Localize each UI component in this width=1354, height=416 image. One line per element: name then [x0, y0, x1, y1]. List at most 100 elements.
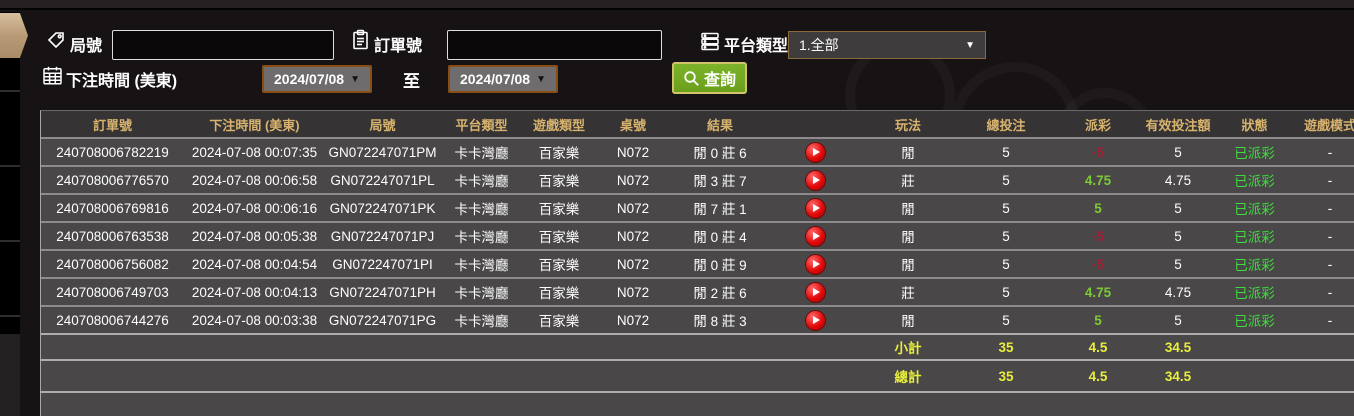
chevron-down-icon: ▼: [350, 73, 360, 85]
cell-platform: 卡卡灣廳: [454, 286, 509, 301]
date-to-picker[interactable]: 2024/07/08 ▼: [448, 65, 558, 93]
cell-payout: 4.75: [1084, 284, 1112, 300]
cell-valid: 5: [1174, 144, 1182, 160]
platform-type-label: 平台類型: [724, 38, 789, 55]
column-header: 遊戲模式: [1303, 117, 1354, 133]
round-number-input[interactable]: [112, 30, 334, 60]
cell-order: 240708006744276: [56, 312, 169, 328]
cell-platform: 卡卡灣廳: [454, 202, 509, 217]
sidebar-toggle-handle[interactable]: [0, 13, 28, 58]
cell-time: 2024-07-08 00:07:35: [191, 144, 318, 160]
cell-payout: -5: [1091, 256, 1104, 272]
cell-status: 已派彩: [1234, 202, 1275, 217]
cell-result: 閒 0 莊 9: [693, 258, 747, 273]
play-video-button[interactable]: [805, 254, 825, 274]
cell-order: 240708006769816: [56, 200, 169, 216]
cell-game: 百家樂: [538, 146, 580, 161]
cell-bet: 莊: [901, 174, 915, 189]
cell-round: GN072247071PI: [332, 256, 433, 272]
top-bar: [0, 0, 1354, 10]
play-video-button[interactable]: [805, 282, 825, 302]
cell-total: 5: [1002, 284, 1010, 300]
cell-game: 百家樂: [538, 286, 580, 301]
cell-bet: 閒: [901, 314, 915, 329]
cell-result: 閒 2 莊 6: [693, 286, 747, 301]
cell-status: 已派彩: [1234, 258, 1275, 273]
collapsed-sidebar-strip: [0, 12, 20, 416]
search-button[interactable]: 查詢: [672, 62, 748, 94]
table-row: 240708006776570 2024-07-08 00:06:58 GN0722…: [41, 165, 1354, 193]
table-row: 240708006756082 2024-07-08 00:04:54 GN0722…: [41, 249, 1354, 277]
cell-game: 百家樂: [538, 258, 580, 273]
cell-bet: 閒: [901, 230, 915, 245]
cell-play: [769, 167, 861, 193]
subtotal-row-cell: [769, 335, 861, 359]
grand-total-row: 總計 35 4.5 34.5: [41, 359, 1354, 391]
cell-round: GN072247071PK: [329, 200, 436, 216]
clipboard-icon: [350, 29, 371, 56]
cell-platform: 卡卡灣廳: [454, 314, 509, 329]
date-from-picker[interactable]: 2024/07/08 ▼: [262, 65, 372, 93]
table-header-row: 訂單號 下注時間 (美東) 局號 平台類型 遊戲類型 桌號 結果 玩法 總投注 派彩 有效投注額 狀態…: [41, 111, 1354, 137]
play-triangle-icon: [812, 316, 820, 324]
cell-payout: -5: [1091, 144, 1104, 160]
date-range-to-label: 至: [403, 72, 420, 91]
cell-tableno: N072: [616, 228, 650, 244]
cell-time: 2024-07-08 00:05:38: [191, 228, 318, 244]
table-body: 240708006782219 2024-07-08 00:07:35 GN0722…: [41, 137, 1354, 416]
column-header: 訂單號: [92, 117, 132, 133]
cell-mode: -: [1327, 144, 1333, 160]
cell-bet: 莊: [901, 286, 915, 301]
subtotal-row-cell: [325, 335, 440, 359]
cell-time: 2024-07-08 00:06:58: [191, 172, 318, 188]
cell-tableno: N072: [616, 256, 650, 272]
order-number-input[interactable]: [447, 30, 662, 60]
cell-round: GN072247071PG: [328, 312, 437, 328]
play-triangle-icon: [812, 148, 820, 156]
cell-valid: 4.75: [1164, 284, 1192, 300]
cell-play: [769, 307, 861, 333]
cell-tableno: N072: [616, 144, 650, 160]
cell-mode: -: [1327, 284, 1333, 300]
cell-order: 240708006782219: [56, 144, 169, 160]
grand-total-row-cell: 總計: [894, 370, 922, 385]
sidebar-bottom-block: [0, 334, 20, 416]
date-from-value: 2024/07/08: [274, 71, 345, 87]
table-row: 240708006782219 2024-07-08 00:07:35 GN0722…: [41, 137, 1354, 165]
column-header: 結果: [706, 117, 733, 133]
play-video-button[interactable]: [805, 170, 825, 190]
tag-icon: [46, 30, 66, 55]
column-header: 狀態: [1241, 117, 1268, 133]
table-row: 240708006749703 2024-07-08 00:04:13 GN0722…: [41, 277, 1354, 305]
platform-type-select[interactable]: 1.全部 ▼: [788, 31, 986, 59]
cell-time: 2024-07-08 00:04:54: [191, 256, 318, 272]
play-triangle-icon: [812, 288, 820, 296]
cell-total: 5: [1002, 256, 1010, 272]
cell-order: 240708006776570: [56, 172, 169, 188]
cell-order: 240708006763538: [56, 228, 169, 244]
chevron-down-icon: ▼: [965, 39, 975, 51]
table-row: 240708006744276 2024-07-08 00:03:38 GN0722…: [41, 305, 1354, 333]
play-video-button[interactable]: [805, 310, 825, 330]
bet-records-table: 訂單號 下注時間 (美東) 局號 平台類型 遊戲類型 桌號 結果 玩法 總投注 派彩 有效投注額 狀態…: [40, 110, 1354, 416]
cell-total: 5: [1002, 228, 1010, 244]
cell-round: GN072247071PJ: [330, 228, 435, 244]
date-to-value: 2024/07/08: [460, 71, 531, 87]
cell-payout: 4.75: [1084, 172, 1112, 188]
grand-total-row-cell: [1292, 361, 1354, 391]
column-header: 平台類型: [455, 117, 508, 133]
cell-tableno: N072: [616, 312, 650, 328]
play-video-button[interactable]: [805, 142, 825, 162]
cell-result: 閒 8 莊 3: [693, 314, 747, 329]
platform-stack-icon: [700, 31, 720, 57]
subtotal-row-cell: 34.5: [1164, 339, 1192, 355]
play-video-button[interactable]: [805, 226, 825, 246]
cell-total: 5: [1002, 200, 1010, 216]
order-number-label: 訂單號: [374, 38, 423, 55]
subtotal-row-cell: [440, 335, 523, 359]
play-video-button[interactable]: [805, 198, 825, 218]
table-row: 240708006769816 2024-07-08 00:06:16 GN0722…: [41, 193, 1354, 221]
cell-play: [769, 195, 861, 221]
table-row: 240708006763538 2024-07-08 00:05:38 GN0722…: [41, 221, 1354, 249]
